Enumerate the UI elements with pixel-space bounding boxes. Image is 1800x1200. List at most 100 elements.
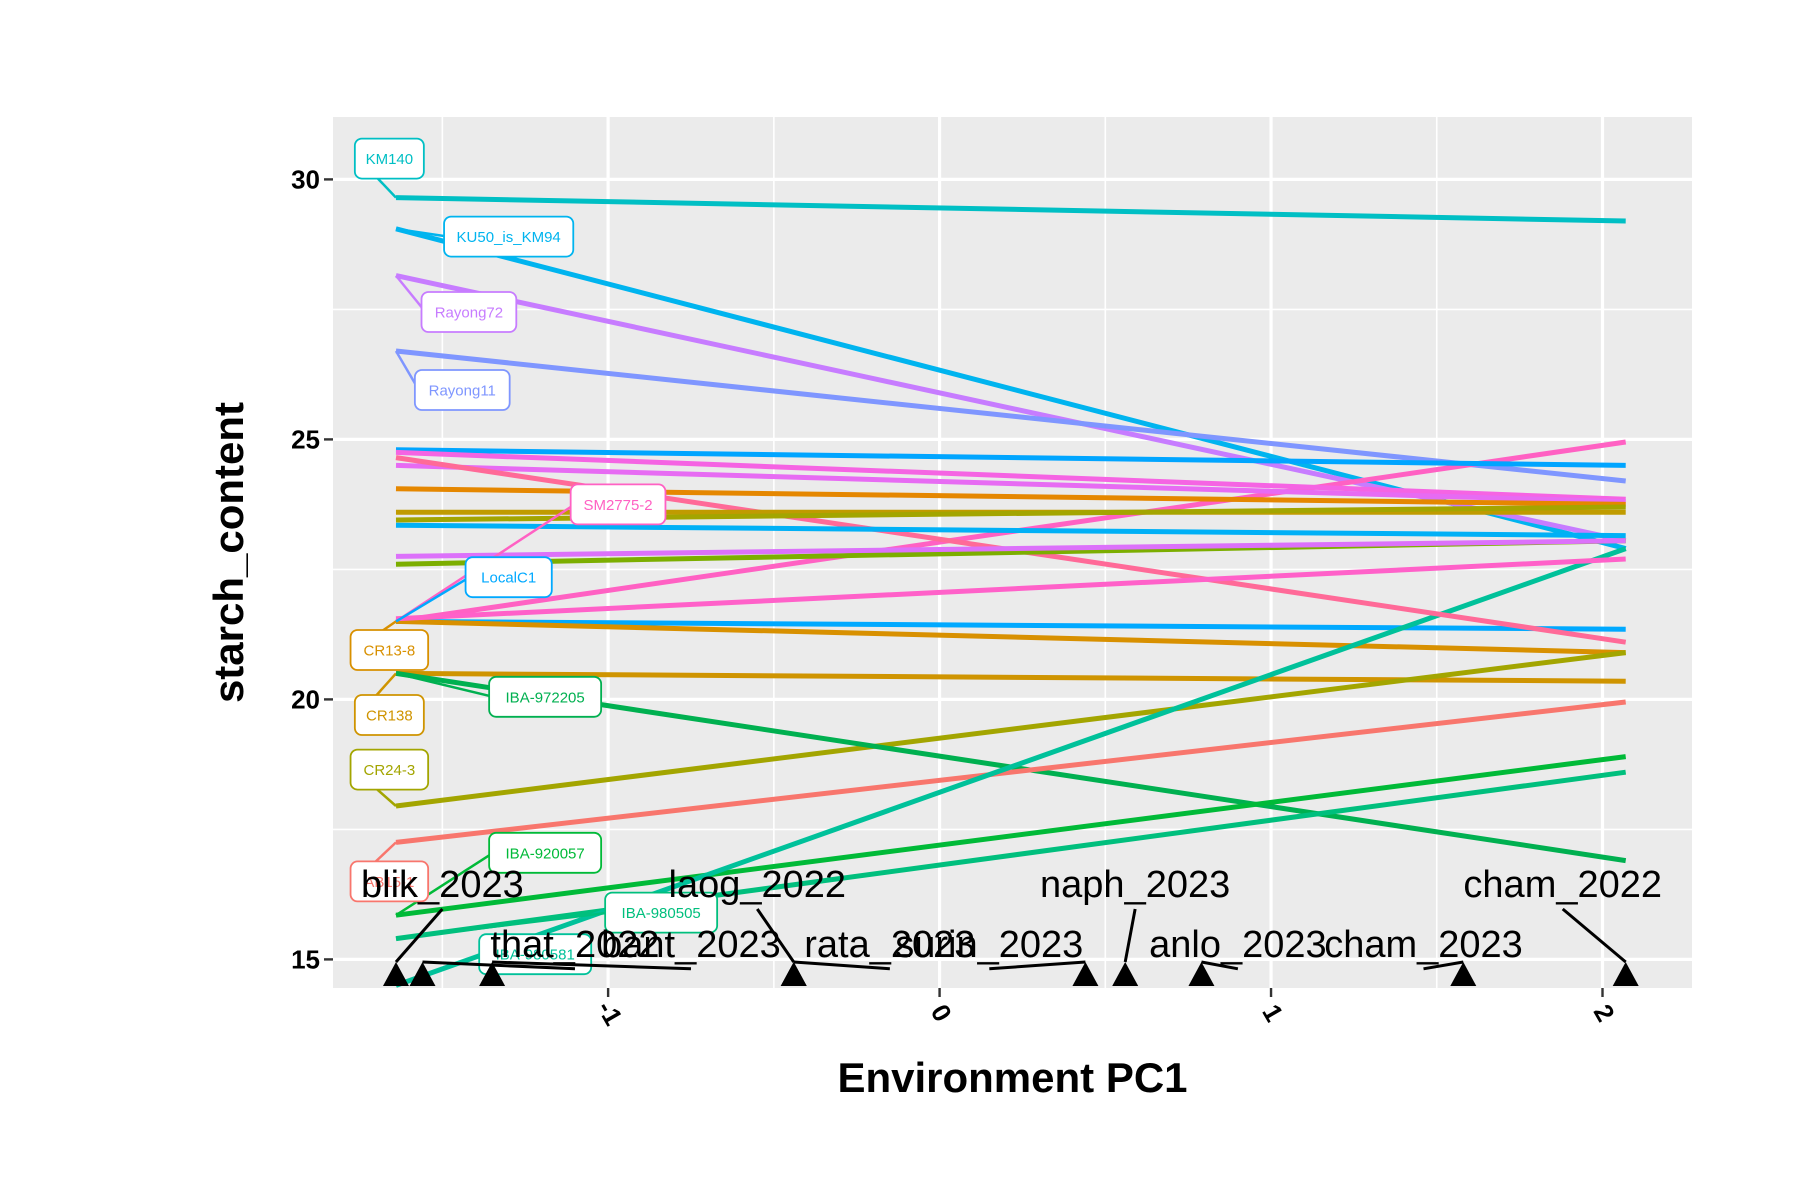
y-tick-label: 20 bbox=[291, 684, 320, 714]
label-connector bbox=[395, 227, 449, 238]
series-line bbox=[395, 449, 1626, 502]
genotype-label-text: IBA-972205 bbox=[506, 689, 585, 706]
environment-connector bbox=[492, 960, 692, 971]
environment-label: blik_2023 bbox=[361, 864, 524, 906]
genotype-label-text: CR24-3 bbox=[364, 762, 416, 779]
label-connector bbox=[395, 274, 427, 313]
y-tick-label: 30 bbox=[291, 164, 320, 194]
environment-label: cham_2023 bbox=[1324, 924, 1523, 966]
genotype-label-text: Rayong11 bbox=[429, 383, 496, 400]
genotype-label-text: IBA-920057 bbox=[506, 845, 585, 862]
genotype-label: KU50_is_KM94 bbox=[443, 215, 575, 258]
genotype-label-text: CR138 bbox=[366, 708, 413, 725]
genotype-label: LocalC1 bbox=[464, 556, 553, 599]
series-line bbox=[395, 538, 1626, 559]
series-line bbox=[395, 699, 1626, 845]
environment-label: laog_2022 bbox=[669, 864, 847, 906]
genotype-label: IBA-920057 bbox=[488, 831, 603, 874]
y-axis: 15 20 25 30 bbox=[291, 164, 333, 974]
genotype-label-box bbox=[443, 215, 575, 258]
genotype-label-box bbox=[604, 891, 719, 934]
environment-connector bbox=[756, 908, 795, 963]
series-line bbox=[395, 462, 1626, 505]
genotype-label: Rayong72 bbox=[420, 291, 518, 333]
genotype-label: IBA-980505 bbox=[604, 891, 719, 934]
environment-connector bbox=[394, 908, 444, 963]
environment-label: surin_2023 bbox=[895, 924, 1083, 966]
genotype-label-box bbox=[413, 369, 511, 411]
environment-triangle bbox=[479, 962, 506, 986]
genotype-label-text: KU50_is_KM94 bbox=[457, 229, 561, 246]
genotype-labels: KM140 KU50_is_KM94 Rayong72 Rayong11 SM2775-… bbox=[349, 137, 719, 976]
environment-triangle bbox=[780, 962, 807, 986]
genotype-label: CR24-3 bbox=[349, 748, 430, 791]
series-line bbox=[395, 650, 1627, 809]
x-axis-title: Environment PC1 bbox=[837, 1054, 1187, 1101]
environment-connector bbox=[1123, 908, 1137, 963]
genotype-lines bbox=[395, 195, 1627, 988]
genotype-label-box bbox=[349, 748, 430, 791]
series-line bbox=[395, 618, 1626, 656]
label-connector bbox=[395, 851, 494, 917]
environment-label: anlo_2023 bbox=[1149, 924, 1327, 966]
genotype-label-text: IBA-980505 bbox=[622, 905, 701, 922]
genotype-label-text: SM2775-2 bbox=[583, 497, 652, 514]
environment-label: that_2022 bbox=[490, 924, 659, 966]
environment-triangle bbox=[382, 962, 409, 986]
environment-triangle bbox=[1112, 962, 1139, 986]
label-connector bbox=[395, 672, 494, 699]
series-line bbox=[395, 522, 1626, 539]
label-connector bbox=[395, 576, 471, 623]
series-line bbox=[395, 195, 1626, 224]
genotype-label-text: LocalC1 bbox=[481, 570, 536, 587]
genotype-label: CR138 bbox=[353, 694, 425, 736]
genotype-label-box bbox=[569, 483, 667, 526]
environment-triangle bbox=[1450, 962, 1477, 986]
label-connector bbox=[395, 911, 610, 940]
genotype-label: KM140 bbox=[353, 137, 425, 180]
series-line bbox=[395, 754, 1627, 918]
genotype-label-box bbox=[353, 137, 425, 180]
environment-connector bbox=[1423, 960, 1464, 971]
series-line bbox=[395, 447, 1626, 468]
environment-label: bant_2023 bbox=[601, 924, 781, 966]
environment-label: rata_2023 bbox=[804, 924, 975, 966]
y-axis-title: starch_content bbox=[205, 402, 252, 703]
genotype-label: AB15-1 bbox=[349, 860, 430, 903]
label-connector bbox=[395, 953, 484, 987]
series-line bbox=[395, 618, 1626, 632]
genotype-label-box bbox=[349, 860, 430, 903]
environment-connector bbox=[1201, 960, 1239, 971]
genotype-label: SM2775-2 bbox=[569, 483, 667, 526]
environment-triangle bbox=[1188, 962, 1215, 986]
environment-connector bbox=[422, 960, 576, 971]
genotype-label-box bbox=[464, 556, 553, 599]
environment-triangle bbox=[409, 962, 436, 986]
genotype-label: IBA-972205 bbox=[488, 675, 603, 718]
series-line bbox=[395, 348, 1626, 484]
genotype-label-text: Rayong72 bbox=[435, 305, 503, 322]
environment-triangle bbox=[1612, 962, 1639, 986]
genotype-label-text: CR13-8 bbox=[364, 643, 416, 660]
series-line bbox=[395, 556, 1626, 622]
environment-connector bbox=[1561, 907, 1627, 964]
genotype-label-text: AB15-1 bbox=[364, 874, 414, 891]
genotype-label-box bbox=[349, 629, 430, 671]
genotype-label: Rayong11 bbox=[413, 369, 511, 411]
genotype-label-text: KM140 bbox=[366, 151, 414, 168]
environment-triangle bbox=[1072, 962, 1099, 986]
genotype-label-text: IBA-980581 bbox=[496, 947, 575, 964]
environment-connector bbox=[793, 960, 890, 971]
environment-connector bbox=[989, 960, 1086, 971]
environment-label: cham_2022 bbox=[1463, 864, 1662, 906]
y-tick-label: 15 bbox=[291, 944, 320, 974]
genotype-label: CR13-8 bbox=[349, 629, 430, 671]
environment-label: naph_2023 bbox=[1040, 864, 1230, 906]
genotype-label-box bbox=[353, 694, 425, 736]
y-tick-label: 25 bbox=[291, 424, 320, 454]
genotype-label-box bbox=[488, 675, 603, 718]
genotype-label-box bbox=[488, 831, 603, 874]
genotype-label-box bbox=[420, 291, 518, 333]
